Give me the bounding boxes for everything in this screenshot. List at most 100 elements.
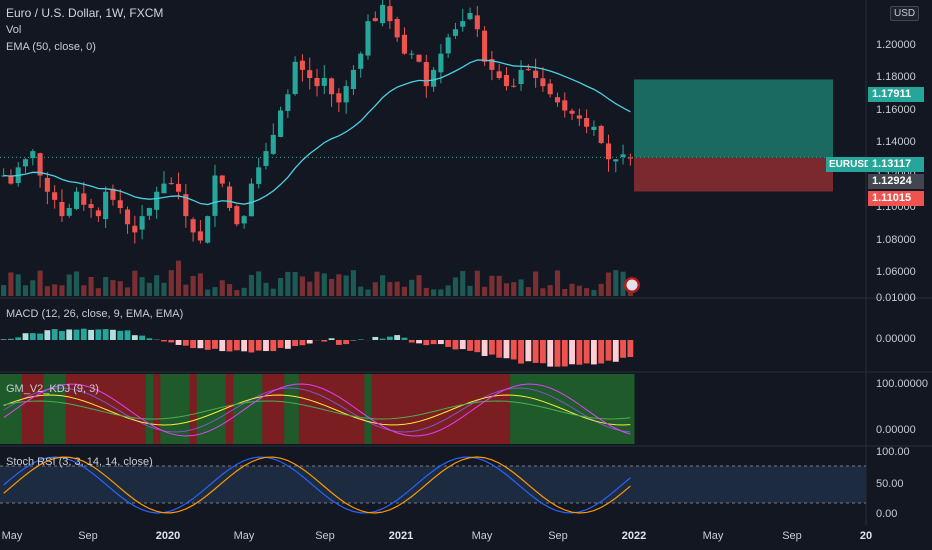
candle-body (168, 183, 174, 185)
volume-bar (59, 285, 65, 296)
macd-bar (241, 340, 248, 352)
time-tick: 2021 (388, 530, 414, 542)
kdj-label[interactable]: GM_V2_KDJ (9, 3) (6, 383, 99, 395)
volume-bar (73, 271, 80, 296)
candle-body (212, 175, 218, 216)
kdj-zone (378, 374, 387, 444)
candle-body (161, 183, 167, 194)
macd-bar (277, 340, 284, 348)
currency-button[interactable]: USD (890, 6, 920, 21)
kdj-zone (255, 374, 263, 444)
macd-bar (80, 328, 87, 340)
volume-bar (554, 270, 561, 296)
candle-body (525, 69, 531, 71)
macd-bar (488, 340, 495, 355)
macd-bar (284, 340, 291, 349)
kdj-zone (291, 374, 300, 444)
candle-body (52, 192, 58, 200)
kdj-zone (269, 374, 278, 444)
volume-bar (394, 281, 400, 296)
stoch-tick: 100.00 (876, 446, 910, 458)
kdj-zone (386, 374, 395, 444)
candle-body (146, 208, 152, 216)
kdj-tick: 0.00000 (876, 424, 916, 436)
kdj-zone (531, 374, 540, 444)
volume-bar (547, 285, 553, 296)
volume-indicator-label[interactable]: Vol (6, 24, 22, 36)
macd-bar (306, 340, 313, 344)
macd-tick: 0.00000 (876, 333, 916, 345)
volume-bar (95, 288, 101, 296)
price-tick: 1.20000 (876, 38, 916, 51)
macd-bar (532, 340, 539, 363)
volume-bar (124, 287, 131, 296)
volume-bar (343, 275, 349, 296)
kdj-zone (349, 374, 358, 444)
volume-bar (219, 280, 225, 296)
volume-bar (263, 282, 269, 296)
macd-bar (445, 340, 452, 347)
macd-bar (583, 340, 590, 364)
macd-bar (452, 340, 459, 350)
volume-bar (256, 271, 262, 296)
volume-bar (30, 280, 36, 296)
kdj-zone (233, 374, 241, 444)
macd-bar (525, 340, 532, 362)
candle-body (620, 154, 626, 157)
kdj-zone (480, 374, 489, 444)
ema-indicator-label[interactable]: EMA (50, close, 0) (6, 41, 96, 53)
kdj-zone (510, 374, 518, 444)
candle-body (314, 78, 320, 87)
kdj-zone (626, 374, 635, 444)
macd-bar (190, 340, 197, 349)
volume-bar (445, 285, 451, 296)
price-tick: 1.06000 (876, 266, 916, 278)
macd-bar (423, 340, 430, 346)
kdj-zone (94, 374, 103, 444)
time-tick: 2022 (621, 530, 647, 542)
volume-bar (598, 283, 604, 296)
macd-bar (44, 330, 51, 340)
macd-label[interactable]: MACD (12, 26, close, 9, EMA, EMA) (6, 308, 184, 320)
kdj-zone (284, 374, 292, 444)
stoch-rsi-label[interactable]: Stoch RSI (3, 3, 14, 14, close) (6, 456, 153, 468)
candle-body (533, 70, 539, 78)
kdj-zone (247, 374, 256, 444)
candle-body (554, 97, 561, 103)
time-tick: May (702, 530, 724, 542)
volume-bar (482, 286, 488, 296)
macd-bar (212, 340, 218, 349)
candle-body (117, 200, 123, 208)
candle-body (44, 177, 50, 192)
candle-body (30, 151, 36, 159)
time-tick: May (233, 530, 255, 542)
candle-body (613, 159, 619, 162)
macd-bar (168, 340, 175, 343)
candle-body (292, 61, 298, 95)
kdj-zone (196, 374, 205, 444)
candle-body (175, 183, 182, 192)
volume-bar (358, 286, 364, 296)
macd-bar (539, 340, 546, 364)
macd-bar (627, 340, 634, 358)
kdj-zone (517, 374, 526, 444)
candle-body (503, 74, 510, 87)
kdj-zone (174, 374, 183, 444)
candle-body (409, 53, 415, 55)
kdj-zone (561, 374, 569, 444)
kdj-j-line (3, 400, 631, 420)
kdj-zone (408, 374, 416, 444)
kdj-zone (429, 374, 438, 444)
kdj-zone (225, 374, 234, 444)
volume-bar (540, 288, 546, 296)
volume-bar (66, 274, 72, 296)
candle-body (241, 216, 247, 224)
candle-body (285, 94, 291, 111)
macd-bar (612, 340, 619, 362)
macd-bar (219, 340, 226, 352)
macd-bar (496, 340, 503, 358)
macd-bar (408, 340, 415, 343)
candle-body (343, 86, 349, 103)
volume-bar (613, 270, 619, 296)
